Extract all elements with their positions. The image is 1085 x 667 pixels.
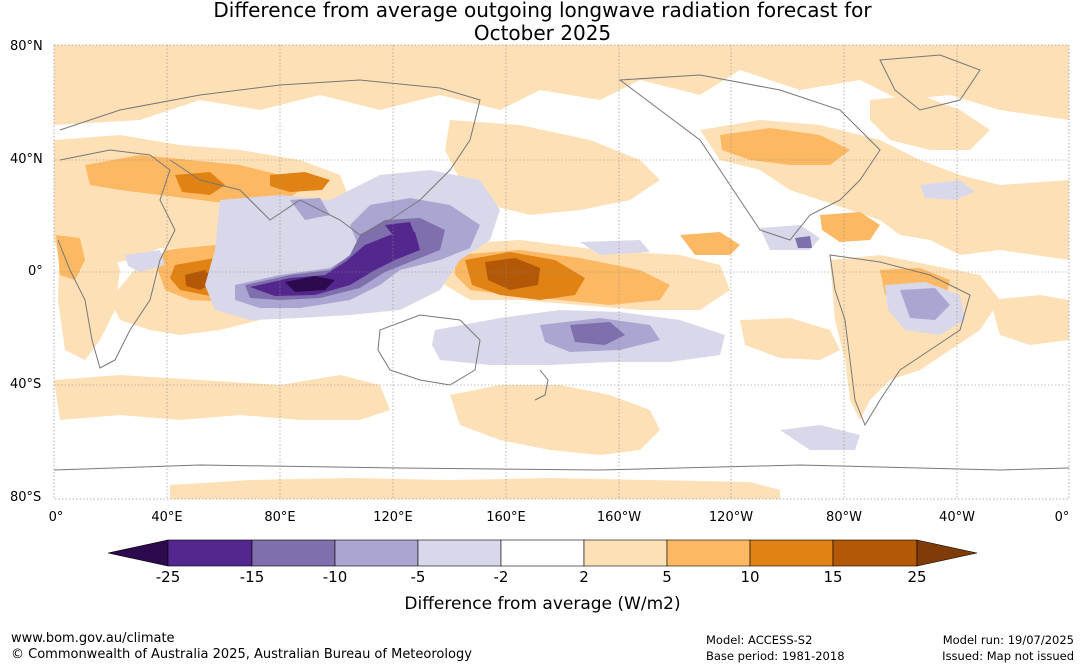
footer-url: www.bom.gov.au/climate <box>11 631 175 646</box>
map-frame <box>53 44 1070 500</box>
lon-label-0-right: 0° <box>1054 510 1070 525</box>
colorbar-tick-1: -25 <box>155 568 181 586</box>
new-zealand-coast <box>534 369 549 401</box>
eurasia-coast <box>59 79 481 236</box>
lon-label-120w: 120°W <box>708 510 754 525</box>
title-line-2: October 2025 <box>473 21 612 45</box>
colorbar-bin-2 <box>251 539 336 567</box>
lat-label-80n: 80°N <box>10 39 43 54</box>
gridlines <box>54 45 1069 499</box>
australia-coast <box>377 314 481 386</box>
colorbar-bin-5 <box>500 539 585 567</box>
lon-label-120e: 120°E <box>373 510 413 525</box>
lon-label-80e: 80°E <box>264 510 296 525</box>
lat-label-40s: 40°S <box>10 377 42 392</box>
anomaly-negative-extreme <box>285 276 335 292</box>
lat-label-0: 0° <box>28 264 43 279</box>
colorbar-tick-10: 25 <box>907 568 927 586</box>
colorbar-tick-2: -15 <box>239 568 265 586</box>
map-area <box>54 45 1069 499</box>
lon-label-0: 0° <box>48 510 64 525</box>
lon-label-40e: 40°E <box>151 510 183 525</box>
colorbar-min-arrow <box>107 539 169 567</box>
antarctica-coast <box>54 464 1069 471</box>
colorbar-tick-6: 2 <box>579 568 589 586</box>
south-america-coast <box>829 254 971 427</box>
colorbar-bin-7 <box>666 539 751 567</box>
footer-copyright: © Commonwealth of Australia 2025, Austra… <box>11 647 472 662</box>
north-america-coast <box>618 74 881 241</box>
lon-label-80w: 80°W <box>826 510 862 525</box>
colorbar-tick-4: -5 <box>410 568 426 586</box>
colorbar-bin-3 <box>334 539 419 567</box>
colorbar-bin-1 <box>167 539 253 567</box>
colorbar-bin-8 <box>749 539 834 567</box>
title-line-1: Difference from average outgoing longwav… <box>213 0 872 22</box>
greenland-coast <box>879 54 981 111</box>
colorbar-max-arrow <box>916 539 978 567</box>
lat-label-40n: 40°N <box>10 152 43 167</box>
colorbar-tick-7: 5 <box>662 568 672 586</box>
anomaly-positive-arctic <box>54 45 1069 125</box>
lon-label-160w: 160°W <box>596 510 642 525</box>
footer-base-period: Base period: 1981-2018 <box>706 649 845 663</box>
colorbar-bin-9 <box>832 539 918 567</box>
lon-label-40w: 40°W <box>939 510 975 525</box>
colorbar-bin-6 <box>583 539 668 567</box>
footer-model-run: Model run: 19/07/2025 <box>942 633 1074 647</box>
colorbar-title: Difference from average (W/m2) <box>404 594 681 614</box>
lon-label-160e: 160°E <box>486 510 526 525</box>
colorbar-tick-3: -10 <box>322 568 348 586</box>
colorbar-tick-9: 15 <box>823 568 843 586</box>
footer-model: Model: ACCESS-S2 <box>706 633 813 647</box>
chart-title: Difference from average outgoing longwav… <box>0 0 1085 45</box>
colorbar-tick-5: -2 <box>493 568 509 586</box>
colorbar-bin-4 <box>417 539 502 567</box>
anomaly-negative-maritime-continent <box>250 222 420 296</box>
colorbar <box>107 539 978 567</box>
lat-label-80s: 80°S <box>10 490 42 505</box>
footer-issued: Issued: Map not issued <box>942 649 1074 663</box>
colorbar-tick-8: 10 <box>740 568 760 586</box>
coastlines <box>54 54 1069 471</box>
